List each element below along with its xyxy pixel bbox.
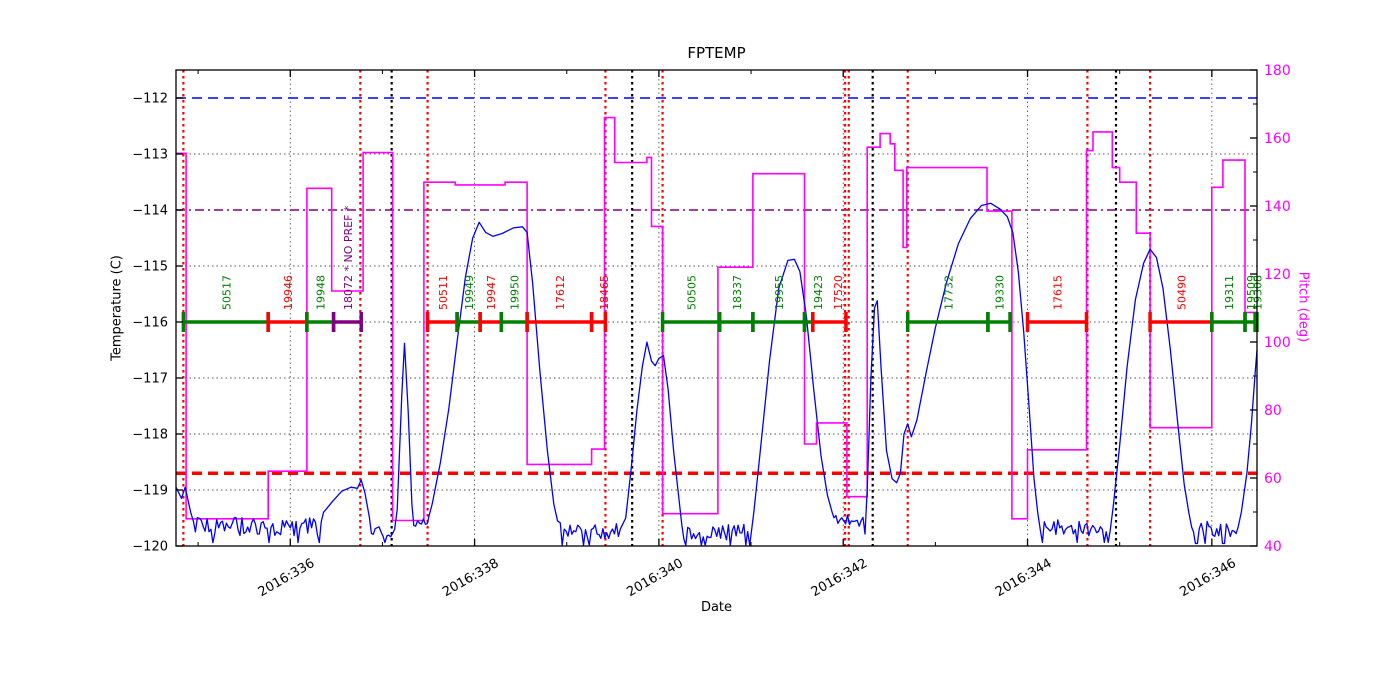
y-left-tick-label: −112 — [132, 92, 168, 107]
obsid-label: 19330 — [993, 275, 1006, 310]
y-right-tick-label: 120 — [1264, 267, 1291, 283]
obsid-label: 19955 — [773, 275, 786, 310]
y-left-tick-label: −116 — [132, 316, 168, 331]
pitch-line — [176, 116, 1257, 522]
y-axis-label-left: Temperature (C) — [109, 255, 125, 361]
obsid-label: 19509 — [1245, 275, 1258, 310]
obsid-label: 19423 — [812, 275, 825, 310]
y-right-tick-label: 160 — [1264, 131, 1291, 147]
obsid-label: 18072 * NO PREF * — [342, 205, 355, 310]
x-tick-label: 2016:338 — [440, 556, 501, 600]
y-right-tick-label: 100 — [1264, 335, 1291, 351]
obsid-label: 19308 — [1252, 275, 1265, 310]
obsid-label: 50517 — [220, 275, 233, 310]
x-tick-label: 2016:336 — [256, 556, 317, 600]
obsid-label: 17612 — [554, 275, 567, 310]
obsid-label: 19946 — [282, 275, 295, 310]
chart-title: FPTEMP — [687, 44, 746, 62]
y-right-tick-label: 40 — [1264, 539, 1282, 555]
x-tick-label: 2016:346 — [1177, 556, 1238, 600]
obsid-label: 19947 — [485, 275, 498, 310]
y-left-tick-label: −115 — [132, 260, 168, 275]
y-right-tick-label: 140 — [1264, 199, 1291, 215]
obsid-label: 19949 — [463, 275, 476, 310]
obsid-label: 18337 — [731, 275, 744, 310]
obsid-label: 50505 — [686, 275, 699, 310]
y-axis-label-right: Pitch (deg) — [1295, 271, 1311, 343]
y-left-tick-label: −120 — [132, 540, 168, 555]
y-left-tick-label: −113 — [132, 148, 168, 163]
obsid-label: 19950 — [509, 275, 522, 310]
y-right-tick-label: 180 — [1264, 63, 1291, 79]
y-right-tick-label: 80 — [1264, 403, 1282, 419]
obsid-label: 50511 — [437, 275, 450, 310]
y-left-tick-label: −119 — [132, 484, 168, 499]
obsid-label: 17520 — [832, 275, 845, 310]
y-left-tick-label: −118 — [132, 428, 168, 443]
x-tick-label: 2016:344 — [993, 556, 1054, 600]
y-right-tick-label: 60 — [1264, 471, 1282, 487]
x-tick-label: 2016:342 — [809, 556, 870, 600]
temperature-line — [176, 202, 1257, 546]
y-left-tick-label: −114 — [132, 204, 168, 219]
obsid-label: 50490 — [1175, 275, 1188, 310]
obsid-label: 19948 — [315, 275, 328, 310]
y-left-tick-label: −117 — [132, 372, 168, 387]
obsid-label: 17732 — [942, 275, 955, 310]
x-tick-label: 2016:340 — [624, 556, 685, 600]
obsid-label: 18465 — [598, 275, 611, 310]
obsid-label: 17615 — [1052, 275, 1065, 310]
obsid-label: 19311 — [1223, 275, 1236, 310]
x-axis-label: Date — [700, 600, 733, 615]
